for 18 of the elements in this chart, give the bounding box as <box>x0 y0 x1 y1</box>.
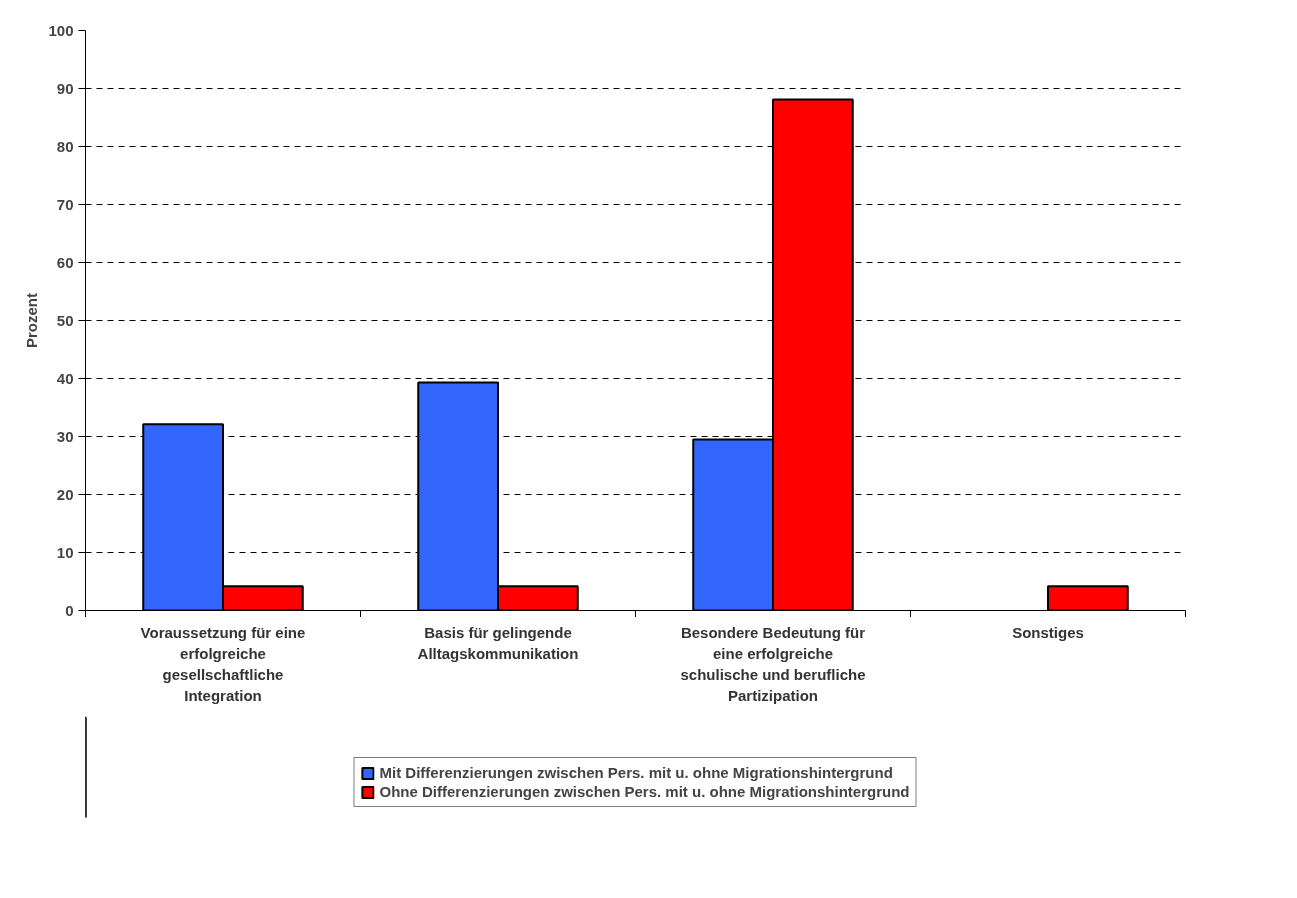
y-tick-label: 20 <box>56 485 74 503</box>
x-tick-label: Besondere Bedeutung für eine erfolgreiche schulische und berufliche Partizipation <box>680 623 866 705</box>
y-tick-label: 40 <box>56 369 74 387</box>
legend-label: Ohne Differenzierungen zwischen Pers. mit u. ohne Migrationshintergrund <box>379 783 910 800</box>
x-tick-label: Voraussetzung für eine erfolgreiche gesellschaftliche Integration <box>140 623 306 705</box>
y-tick-label: 10 <box>56 543 74 561</box>
y-tick-label: 80 <box>56 137 74 155</box>
x-tick-label: Basis für gelingende Alltagskommunikation <box>417 623 579 662</box>
y-tick-label: 70 <box>56 195 74 213</box>
legend-label: Mit Differenzierungen zwischen Pers. mit u. ohne Migrationshintergrund <box>379 764 893 781</box>
x-tick-label: Sonstiges <box>1012 623 1084 641</box>
y-tick-label: 100 <box>48 21 74 39</box>
y-tick-label: 0 <box>65 601 74 619</box>
y-tick-label: 30 <box>56 427 74 445</box>
y-axis-title: Prozent <box>23 292 41 348</box>
y-tick-label: 90 <box>56 79 74 97</box>
y-tick-label: 60 <box>56 253 74 271</box>
y-tick-label: 50 <box>56 311 74 329</box>
